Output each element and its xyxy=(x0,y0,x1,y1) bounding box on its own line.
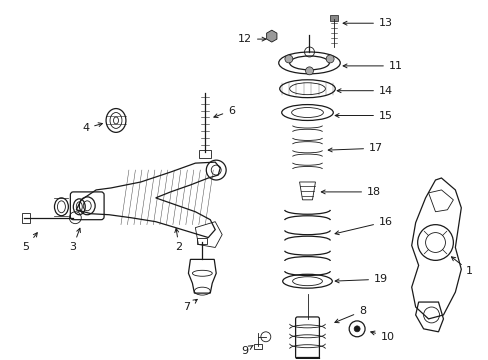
Text: 17: 17 xyxy=(327,143,383,153)
Text: 15: 15 xyxy=(334,111,392,121)
Bar xyxy=(295,357,319,360)
Bar xyxy=(21,213,30,223)
Bar xyxy=(330,15,338,21)
Text: 7: 7 xyxy=(183,300,197,312)
Text: 4: 4 xyxy=(82,123,102,134)
Text: 11: 11 xyxy=(343,61,402,71)
Circle shape xyxy=(325,55,333,63)
Circle shape xyxy=(353,326,359,332)
Text: 19: 19 xyxy=(334,274,387,284)
Bar xyxy=(253,344,262,349)
Bar xyxy=(199,150,211,158)
Text: 13: 13 xyxy=(343,18,392,28)
Text: 8: 8 xyxy=(334,306,366,323)
Text: 3: 3 xyxy=(69,228,80,252)
Text: 2: 2 xyxy=(174,229,183,252)
Text: 12: 12 xyxy=(237,34,265,44)
Text: 18: 18 xyxy=(321,187,380,197)
Text: 5: 5 xyxy=(22,233,37,252)
Circle shape xyxy=(285,55,292,63)
Text: 6: 6 xyxy=(213,105,235,118)
Circle shape xyxy=(305,67,313,75)
Text: 10: 10 xyxy=(370,331,394,342)
Bar xyxy=(197,238,207,243)
Text: 9: 9 xyxy=(241,345,253,356)
Text: 16: 16 xyxy=(334,217,392,235)
Text: 14: 14 xyxy=(337,86,392,96)
Text: 1: 1 xyxy=(450,257,472,276)
